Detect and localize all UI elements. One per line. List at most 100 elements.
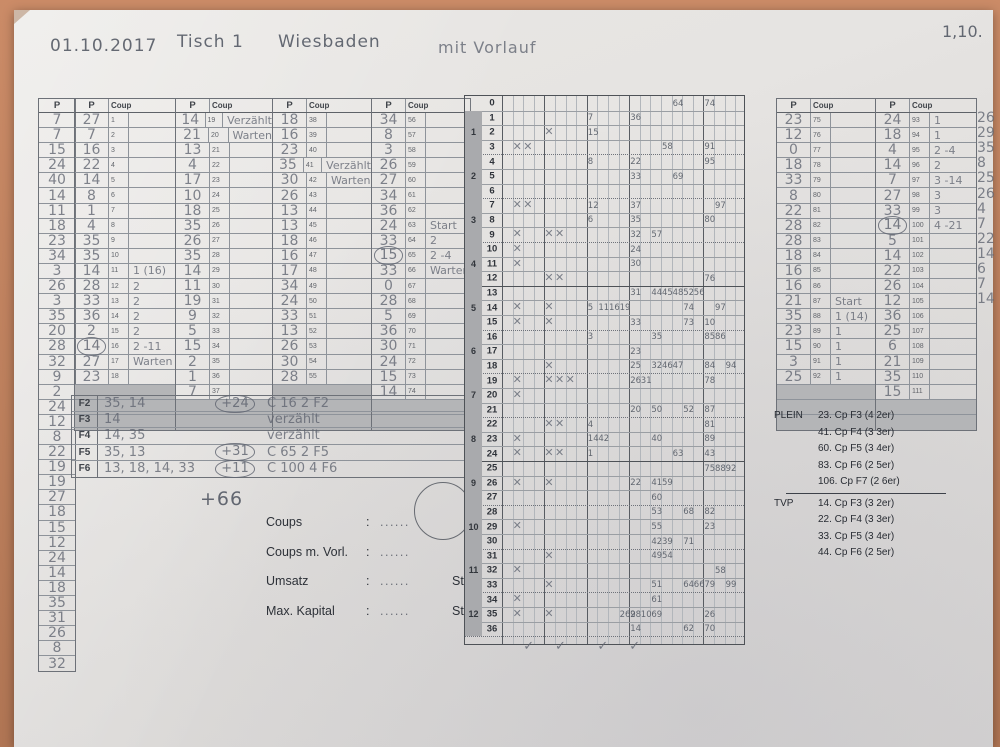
f-row-marker: +31 <box>209 443 261 462</box>
cell-coup-number: 11 <box>109 263 129 279</box>
grid-horizontal-line <box>465 534 744 535</box>
grid-entry: 10 <box>704 317 716 328</box>
cell-note <box>327 279 371 293</box>
p-value: 13 <box>280 217 299 234</box>
grid-x-mark: ✕ <box>512 257 522 270</box>
table-row: 34 61 <box>372 188 470 204</box>
cell-note <box>930 324 976 338</box>
coup-number: 104 <box>912 282 924 290</box>
left-p-cell: 28 <box>39 338 75 355</box>
grid-x-mark: ✕ <box>523 140 533 153</box>
form-value-field[interactable]: ...... <box>380 515 410 529</box>
grid-entry: 32 <box>630 229 642 240</box>
grid-entry: 88 <box>715 463 726 474</box>
p-value: 15 <box>883 383 902 400</box>
cell-coup-number: 13 <box>109 294 129 309</box>
cell-note: 2 <box>129 279 175 293</box>
legend-tag <box>774 458 818 475</box>
cell-note <box>230 188 272 202</box>
grid-row-number: 7 <box>489 199 495 211</box>
grid-entry: 66 <box>693 580 705 591</box>
table-row: 11 30 <box>176 278 272 295</box>
legend-entry: 60. Cp F5 (3 4er) <box>818 443 895 454</box>
grid-entry: 31 <box>640 375 652 386</box>
grid-row-number: 16 <box>486 331 498 343</box>
grid-entry: 39 <box>662 536 673 547</box>
table-row: 16 3 <box>75 142 175 159</box>
table-row: 18 84 <box>777 248 875 264</box>
legend-tag <box>774 425 818 442</box>
grid-horizontal-line <box>465 212 744 214</box>
left-p-value: 28 <box>48 338 66 355</box>
cell-p: 1 <box>75 203 109 219</box>
grid-x-mark: ✕ <box>555 272 565 285</box>
grid-x-mark: ✕ <box>512 243 522 255</box>
left-p-value: 12 <box>48 413 66 430</box>
cell-p: 35 <box>273 157 304 173</box>
form-value-field[interactable]: ...... <box>380 603 410 618</box>
cell-note <box>129 113 175 127</box>
header-cell-coup: Coup <box>406 99 428 112</box>
grid-horizontal-line <box>465 285 744 287</box>
cell-note <box>230 143 272 157</box>
grid-group-band: 1 <box>465 110 482 155</box>
coup-number: 37 <box>212 388 220 396</box>
header-cell-p: P <box>273 99 307 112</box>
cell-note <box>930 294 976 308</box>
grid-entry: 86 <box>715 332 726 343</box>
grid-horizontal-line <box>465 110 744 112</box>
table-row: 23 40 <box>273 142 371 159</box>
cell-note: 1 <box>831 370 875 384</box>
coup-number: 83 <box>813 237 821 245</box>
p-value: 10 <box>183 187 202 204</box>
cell-coup-number: 68 <box>406 294 426 309</box>
grid-entry: 69 <box>672 171 684 182</box>
grid-entry: 99 <box>725 580 737 591</box>
cell-p: 35 <box>176 248 210 264</box>
cell-p: 0 <box>372 278 406 294</box>
cell-note: 1 <box>831 339 875 353</box>
coup-number: 89 <box>813 327 821 335</box>
left-p-value: 15 <box>48 142 66 159</box>
cell-coup-number: 14 <box>109 309 129 324</box>
coup-number: 94 <box>912 131 920 139</box>
table-row: 25 92 1 <box>777 369 875 385</box>
cell-p: 5 <box>372 308 406 324</box>
form-value-field[interactable]: ...... <box>380 544 410 559</box>
p-value: 35 <box>183 217 202 234</box>
cell-coup-number: 109 <box>910 354 930 369</box>
left-p-cell: 22 <box>39 444 75 461</box>
grid-x-mark: ✕ <box>512 389 522 401</box>
cell-coup-number: 38 <box>307 113 327 128</box>
cell-coup-number: 69 <box>406 309 426 324</box>
coup-number: 23 <box>212 176 220 184</box>
f-row-label: F4 <box>72 428 98 444</box>
cell-p: 28 <box>777 233 811 249</box>
grid-entry: 22 <box>630 478 642 489</box>
cell-coup-number: 3 <box>109 143 129 158</box>
cell-note <box>129 249 175 263</box>
table-row: 15 73 <box>372 369 470 385</box>
grid-entry: 23 <box>630 346 642 357</box>
table-row: 21 87 Start <box>777 293 875 310</box>
coup-table-1: P Coup 27 1 7 2 16 3 22 4 14 5 8 6 1 7 4 8 35 9 35 10 14 11 1 (1… <box>74 98 176 431</box>
grid-entry: 3 <box>587 332 594 343</box>
p-value: 14 <box>183 262 202 279</box>
cell-p: 13 <box>273 217 307 234</box>
form-value-field[interactable]: ...... <box>380 574 410 588</box>
grid-row: 11 <box>465 257 744 272</box>
cell-coup-number: 42 <box>307 173 327 188</box>
sheet-header: 01.10.2017 Tisch 1 Wiesbaden mit Vorlauf… <box>14 10 993 70</box>
header-cell-coup: Coup <box>910 99 932 112</box>
left-p-value: 24 <box>48 549 66 566</box>
legend-entry: 44. Cp F6 (2 5er) <box>818 547 895 558</box>
cell-p: 35 <box>777 308 811 324</box>
coup-number: 78 <box>813 161 821 169</box>
grid-entry: 80 <box>704 215 716 226</box>
grid-vertical-line <box>714 96 715 644</box>
f-row-values: 14 <box>98 412 209 427</box>
table-row: 21 109 <box>876 354 976 370</box>
f-row-label: F2 <box>72 396 98 412</box>
table-filler-row <box>777 399 875 415</box>
